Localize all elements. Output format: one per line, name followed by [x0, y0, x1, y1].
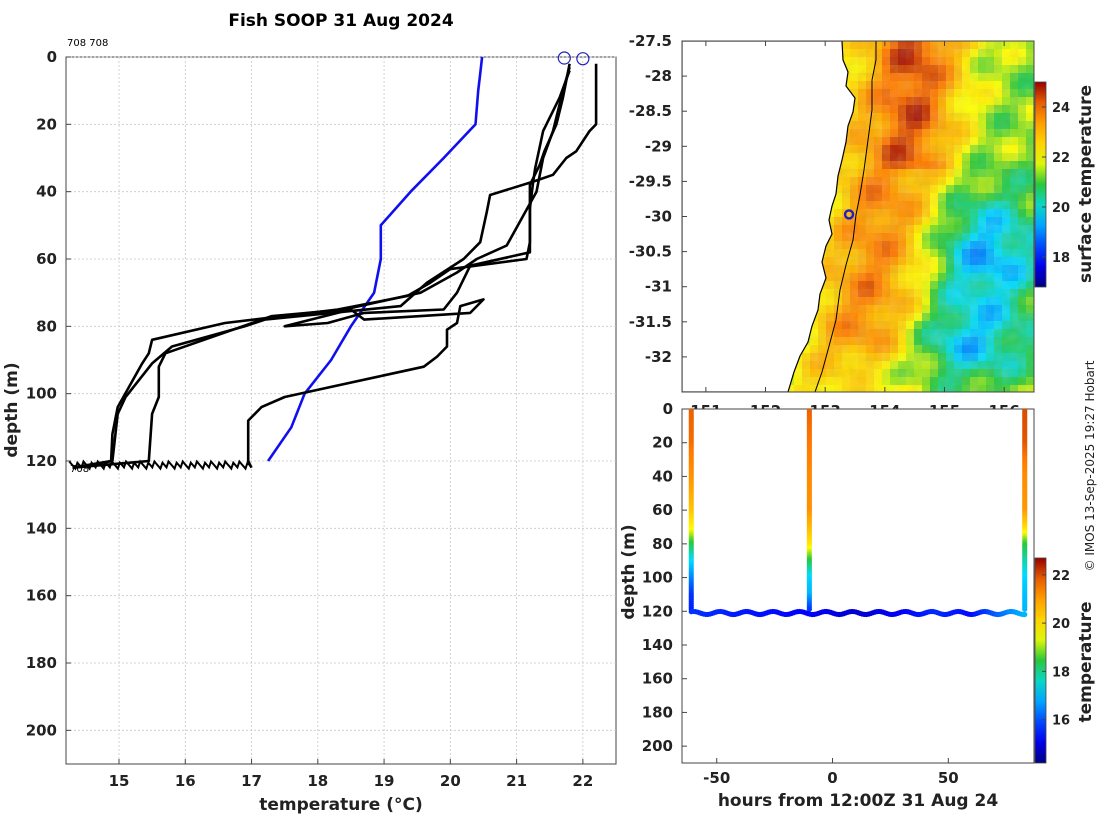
- temperature-colorbar-tick-label: 18: [1052, 665, 1070, 680]
- sst-colorbar-tick-label: 22: [1052, 151, 1070, 166]
- sst-colorbar-label: surface temperature: [1076, 85, 1096, 283]
- profile-x-tick-label: 20: [440, 772, 461, 790]
- profile-x-label: temperature (°C): [259, 795, 423, 815]
- profile-series: [68, 57, 598, 471]
- map-y-tick-label: -31.5: [629, 313, 672, 331]
- section-x-tick-label: 50: [938, 769, 959, 787]
- temperature-colorbar-tick-label: 20: [1052, 617, 1070, 632]
- section-y-tick-label: 40: [652, 467, 673, 485]
- section-y-tick-label: 80: [652, 535, 673, 553]
- series-profile-1: [72, 63, 598, 469]
- sst-colorbar-tick-label: 24: [1052, 101, 1070, 116]
- section-x-ticks: -50 0 50: [703, 758, 959, 787]
- map-panel: 151152153154155156 -27.5-28-28.5-29-29.5…: [629, 32, 1096, 420]
- map-y-tick-label: -31: [645, 278, 672, 296]
- profile-y-tick-label: 160: [26, 587, 57, 605]
- temperature-colorbar-tick-label: 22: [1052, 569, 1070, 584]
- profile-y-tick-label: 20: [36, 115, 57, 133]
- surface-marker: [557, 51, 571, 65]
- map-y-tick-label: -29.5: [629, 172, 672, 190]
- map-y-tick-label: -30.5: [629, 243, 672, 261]
- profile-y-tick-label: 80: [36, 317, 57, 335]
- map-y-tick-label: -27.5: [629, 32, 672, 50]
- map-y-ticks: -27.5 -28 -28.5 -29 -29.5 -30 -30.5 -31 -31.5 -32: [629, 32, 687, 366]
- section-y-tick-label: 160: [642, 670, 673, 688]
- map-y-tick-label: -29: [645, 137, 672, 155]
- land-mass: [682, 41, 856, 392]
- profile-y-label: depth (m): [2, 362, 22, 457]
- section-x-label: hours from 12:00Z 31 Aug 24: [718, 791, 999, 811]
- section-y-tick-label: 0: [663, 400, 673, 418]
- profile-x-tick-label: 18: [307, 772, 328, 790]
- section-y-tick-label: 200: [642, 737, 673, 755]
- profile-y-tick-label: 0: [47, 48, 57, 66]
- section-y-tick-label: 120: [642, 602, 673, 620]
- profile-y-tick-label: 60: [36, 250, 57, 268]
- section-points: [688, 409, 1028, 618]
- section-x-tick-label: -50: [703, 769, 730, 787]
- sst-colorbar: [1034, 81, 1047, 288]
- section-y-ticks: 0 20 40 60 80 100 120 140 160 180 200: [642, 400, 687, 755]
- map-y-tick-label: -32: [645, 348, 672, 366]
- profile-y-tick-label: 140: [26, 519, 57, 537]
- sst-colorbar-ticks: 18 20 22 24: [1042, 101, 1070, 266]
- map-y-tick-label: -30: [645, 208, 672, 226]
- temperature-colorbar: [1034, 557, 1047, 764]
- profile-x-tick-label: 22: [572, 772, 593, 790]
- sst-colorbar-tick-label: 18: [1052, 251, 1070, 266]
- section-y-tick-label: 140: [642, 636, 673, 654]
- temperature-colorbar-tick-label: 16: [1052, 714, 1070, 729]
- section-axes-frame: [681, 408, 1035, 764]
- profile-axes-frame: [65, 56, 617, 765]
- profile-id-label: 708 708: [67, 38, 108, 49]
- profile-x-ticks: 15 16 17 18 19 20 21 22: [109, 759, 593, 790]
- profile-y-tick-label: 200: [26, 721, 57, 739]
- credit-text: © IMOS 13-Sep-2025 19:27 Hobart: [1083, 360, 1097, 571]
- profile-x-tick-label: 16: [175, 772, 196, 790]
- profile-y-tick-label: 100: [26, 385, 57, 403]
- section-y-tick-label: 100: [642, 569, 673, 587]
- section-point: [806, 606, 812, 612]
- series-profile-4: [246, 63, 571, 469]
- series-climatology: [267, 57, 484, 462]
- profile-x-tick-label: 17: [241, 772, 262, 790]
- temperature-colorbar-ticks: 16 18 20 22: [1042, 569, 1070, 729]
- section-y-tick-label: 180: [642, 703, 673, 721]
- profile-x-tick-label: 15: [109, 772, 130, 790]
- profile-grid: [66, 56, 616, 764]
- map-y-tick-label: -28.5: [629, 102, 672, 120]
- section-point: [1022, 606, 1028, 612]
- sst-colorbar-tick-label: 20: [1052, 201, 1070, 216]
- profile-y-tick-label: 120: [26, 452, 57, 470]
- profile-x-tick-label: 21: [506, 772, 527, 790]
- profile-y-tick-label: 40: [36, 183, 57, 201]
- profile-x-tick-label: 19: [374, 772, 395, 790]
- bottom-trace: [68, 459, 253, 471]
- temperature-colorbar-label: temperature: [1076, 601, 1096, 722]
- section-x-tick-label: 0: [827, 769, 837, 787]
- chart-title: Fish SOOP 31 Aug 2024: [228, 11, 454, 31]
- map-y-tick-label: -28: [645, 67, 672, 85]
- section-bottom-point: [1022, 611, 1028, 618]
- profile-markers: [557, 51, 590, 66]
- profile-y-ticks: 0 20 40 60 80 100 120 140 160 180 200: [26, 48, 71, 739]
- ship-position-marker: [843, 209, 855, 220]
- section-panel: -50 0 50 0 20 40 60 80 100 120 140 160 180 200 hours…: [619, 400, 1096, 811]
- shelf-contour: [814, 41, 877, 392]
- section-y-label: depth (m): [619, 524, 639, 619]
- profile-panel: 15 16 17 18 19 20 21 22 0 20 40 60 80 100 120 140 160 18…: [2, 48, 617, 815]
- profile-y-tick-label: 180: [26, 654, 57, 672]
- series-profile-3: [72, 70, 571, 469]
- section-y-tick-label: 60: [652, 501, 673, 519]
- surface-marker: [576, 52, 590, 66]
- bottom-tag: 708: [70, 464, 89, 475]
- section-y-tick-label: 20: [652, 434, 673, 452]
